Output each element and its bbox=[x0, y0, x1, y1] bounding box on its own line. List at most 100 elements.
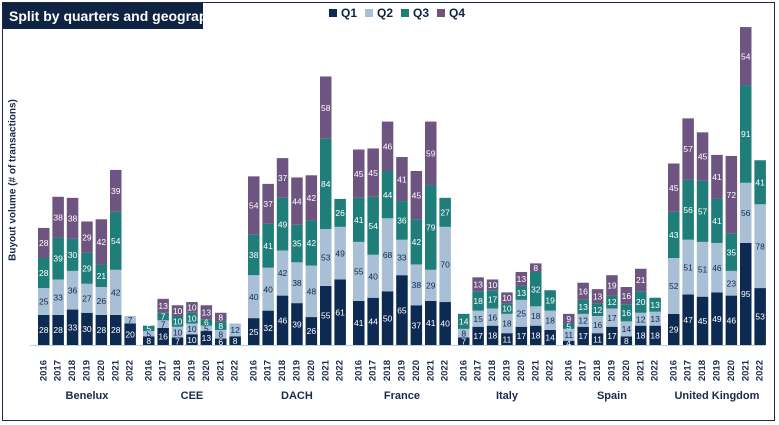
group-label: Spain bbox=[597, 390, 627, 402]
bar-segment-q2 bbox=[248, 275, 260, 319]
data-label: 41 bbox=[397, 174, 407, 184]
bar-segment-q4 bbox=[682, 118, 694, 180]
year-tick-label: 2021 bbox=[110, 359, 121, 381]
bar-segment-q4 bbox=[425, 121, 437, 185]
bar-segment-q4 bbox=[606, 275, 618, 296]
bar-segment-q2 bbox=[66, 270, 79, 310]
data-label: 13 bbox=[517, 288, 527, 298]
data-label: 10 bbox=[173, 317, 183, 327]
year-tick-label: 2020 bbox=[726, 360, 737, 381]
bar-segment-q2 bbox=[52, 279, 64, 315]
data-label: 13 bbox=[517, 274, 527, 284]
data-label: 16 bbox=[622, 308, 632, 318]
bar-segment-q4 bbox=[276, 158, 289, 198]
bar-segment-q1 bbox=[38, 314, 50, 345]
data-label: 33 bbox=[53, 292, 63, 302]
bar-segment-q2 bbox=[396, 239, 408, 276]
data-label: 13 bbox=[202, 307, 212, 317]
bar-segment-q3 bbox=[668, 211, 680, 258]
bar-segment-q1 bbox=[591, 333, 604, 345]
bar-segment-q2 bbox=[635, 312, 647, 326]
data-label: 7 bbox=[461, 336, 466, 346]
data-label: 10 bbox=[187, 303, 197, 313]
bar-segment-q3 bbox=[425, 184, 437, 270]
year-tick-label: 2022 bbox=[440, 360, 451, 381]
bar-segment-q1 bbox=[95, 314, 108, 345]
bar-segment-q1 bbox=[200, 331, 213, 345]
bar-segment-q1 bbox=[276, 295, 289, 345]
data-label: 18 bbox=[488, 331, 498, 341]
bar-segment-q3 bbox=[711, 198, 723, 243]
bar-segment-q3 bbox=[472, 291, 484, 311]
data-label: 38 bbox=[249, 250, 259, 260]
data-label: 42 bbox=[412, 237, 422, 247]
data-label: 45 bbox=[698, 316, 708, 326]
bar-segment-q2 bbox=[276, 250, 289, 296]
data-label: 5 bbox=[566, 321, 571, 331]
bar-segment-q1 bbox=[157, 327, 169, 345]
bar-segment-q2 bbox=[544, 310, 556, 330]
data-label: 45 bbox=[354, 169, 364, 179]
data-label: 44 bbox=[383, 190, 393, 200]
data-label: 11 bbox=[593, 334, 602, 344]
bar-segment-q4 bbox=[577, 282, 589, 300]
year-tick-label: 2018 bbox=[277, 360, 288, 381]
data-label: 55 bbox=[354, 267, 364, 277]
data-label: 30 bbox=[82, 324, 92, 334]
data-label: 46 bbox=[712, 263, 722, 273]
data-label: 57 bbox=[698, 206, 708, 216]
legend-item-q3: Q3 bbox=[401, 6, 429, 20]
data-label: 45 bbox=[698, 152, 708, 162]
bar-segment-q1 bbox=[486, 325, 499, 345]
bar-segment-q2 bbox=[501, 313, 513, 334]
bar-segment-q3 bbox=[38, 258, 50, 289]
data-label: 56 bbox=[741, 208, 751, 218]
data-label: 13 bbox=[650, 300, 660, 310]
bar-segment-q1 bbox=[410, 305, 423, 345]
data-label: 10 bbox=[187, 313, 197, 323]
legend-label: Q1 bbox=[341, 6, 358, 20]
data-label: 16 bbox=[488, 312, 498, 322]
data-label: 14 bbox=[459, 317, 469, 327]
data-label: 6 bbox=[218, 337, 223, 347]
bar-segment-q1 bbox=[606, 326, 618, 345]
bar-segment-q3 bbox=[110, 211, 122, 270]
legend-item-q4: Q4 bbox=[437, 6, 465, 20]
data-label: 46 bbox=[727, 315, 737, 325]
year-tick-label: 2019 bbox=[711, 360, 722, 381]
year-tick-label: 2022 bbox=[230, 360, 241, 381]
bar-segment-q4 bbox=[696, 132, 709, 181]
year-tick-label: 2017 bbox=[368, 360, 379, 381]
bar-segment-q1 bbox=[143, 336, 155, 345]
group-label: Italy bbox=[496, 390, 519, 402]
data-label: 30 bbox=[68, 250, 78, 260]
data-label: 25 bbox=[517, 309, 527, 319]
bar-segment-q3 bbox=[563, 323, 575, 329]
group-label: France bbox=[384, 390, 420, 402]
bar-segment-q1 bbox=[439, 302, 451, 345]
data-label: 57 bbox=[683, 144, 693, 154]
data-label: 4 bbox=[566, 338, 571, 348]
data-label: 12 bbox=[607, 297, 617, 307]
data-label: 18 bbox=[473, 296, 483, 306]
bar-segment-q1 bbox=[501, 333, 513, 345]
data-label: 11 bbox=[564, 330, 573, 340]
data-label: 28 bbox=[39, 238, 49, 248]
bar-segment-q4 bbox=[291, 177, 303, 225]
data-label: 54 bbox=[249, 201, 259, 211]
data-label: 39 bbox=[111, 186, 121, 196]
bar-segment-q1 bbox=[215, 338, 227, 345]
bar-segment-q3 bbox=[320, 138, 332, 229]
bar-segment-q3 bbox=[157, 312, 169, 321]
bar-segment-q3 bbox=[215, 321, 227, 330]
bar-segment-q4 bbox=[668, 163, 680, 212]
bar-segment-q3 bbox=[515, 285, 528, 300]
data-label: 49 bbox=[335, 248, 345, 258]
bar-segment-q1 bbox=[262, 310, 274, 345]
data-label: 54 bbox=[111, 236, 121, 246]
data-label: 39 bbox=[53, 254, 63, 264]
data-label: 68 bbox=[383, 250, 393, 260]
data-label: 47 bbox=[683, 315, 693, 325]
bar-segment-q2 bbox=[124, 316, 136, 324]
